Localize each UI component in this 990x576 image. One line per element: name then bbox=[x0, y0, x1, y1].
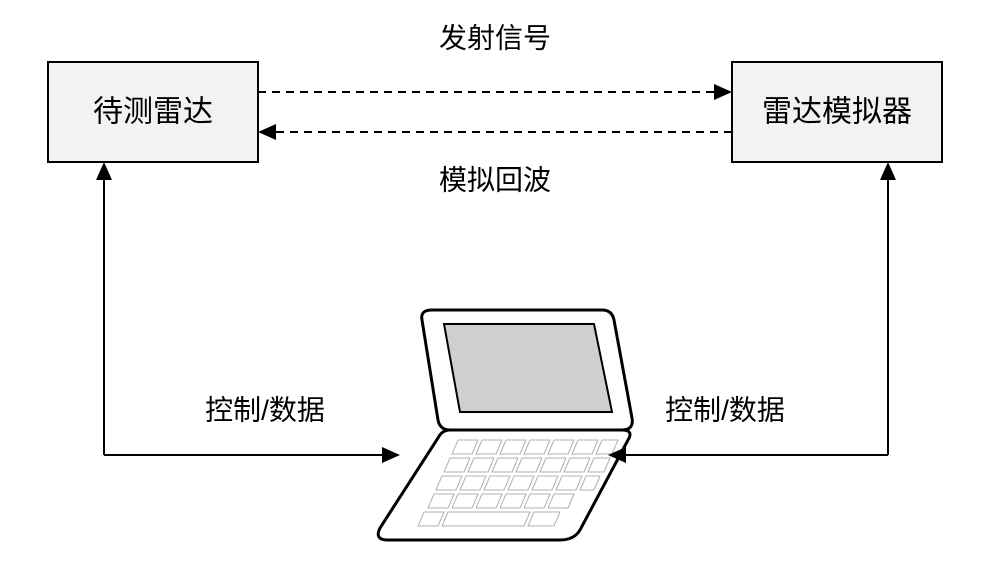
edge-echo: 模拟回波 bbox=[258, 124, 732, 196]
edge-ctrl-left: 控制/数据 bbox=[96, 162, 400, 463]
label-ctrl-left: 控制/数据 bbox=[205, 395, 325, 426]
node-radar-simulator: 雷达模拟器 bbox=[732, 62, 942, 162]
label-radar-under-test: 待测雷达 bbox=[93, 96, 213, 129]
label-radar-simulator: 雷达模拟器 bbox=[762, 96, 912, 129]
laptop-icon bbox=[378, 310, 632, 540]
label-echo: 模拟回波 bbox=[439, 165, 551, 196]
label-emit-signal: 发射信号 bbox=[439, 23, 551, 54]
edge-ctrl-right: 控制/数据 bbox=[608, 162, 896, 463]
node-radar-under-test: 待测雷达 bbox=[48, 62, 258, 162]
diagram-canvas: 待测雷达 雷达模拟器 发射信号 模拟回波 bbox=[0, 0, 990, 576]
edge-emit-signal: 发射信号 bbox=[258, 23, 732, 101]
label-ctrl-right: 控制/数据 bbox=[665, 395, 785, 426]
